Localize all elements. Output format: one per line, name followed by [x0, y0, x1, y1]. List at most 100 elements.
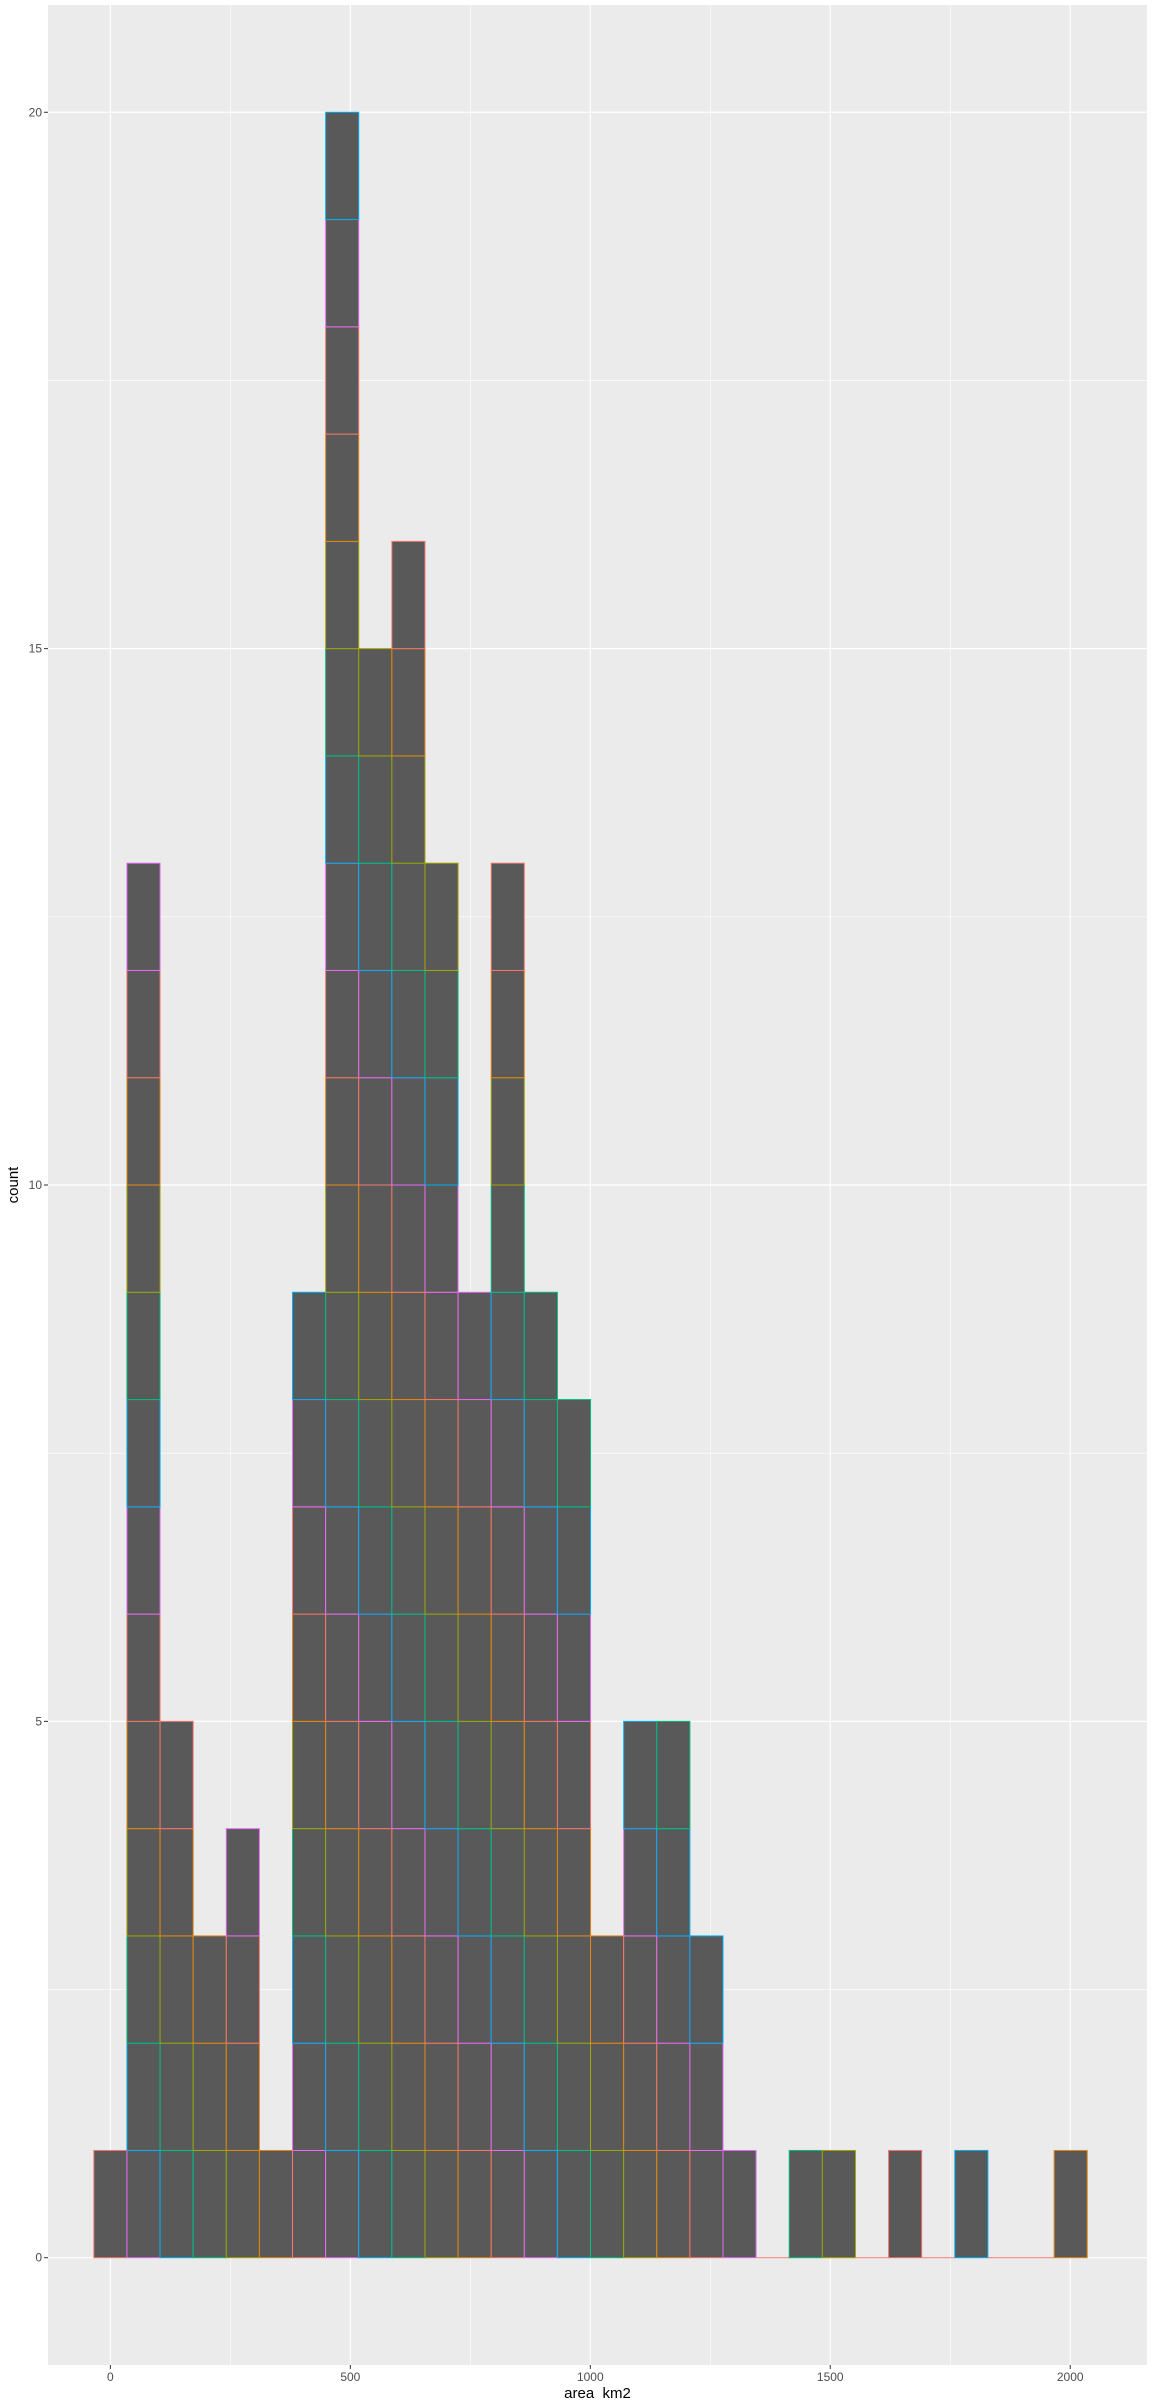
bar-segment [424, 1935, 459, 2044]
bar-segment [490, 2042, 525, 2151]
bar-segment [391, 1077, 426, 1186]
bar-segment [325, 219, 360, 328]
bar-segment [623, 1935, 658, 2044]
bar-segment [126, 969, 161, 1079]
bar-segment [292, 1720, 327, 1830]
bar-segment [523, 1828, 558, 1937]
bar-segment [325, 1077, 360, 1186]
histogram-bars [93, 111, 1088, 2259]
bar-segment [126, 1291, 161, 1401]
bar-segment [888, 2149, 923, 2259]
bar-segment [292, 1506, 327, 1615]
x-tick-label: 2000 [1057, 2370, 1084, 2384]
bar-segment [358, 1613, 393, 1722]
bar-segment [225, 2042, 260, 2151]
histogram-bar [93, 2149, 128, 2259]
histogram-bar [888, 2149, 923, 2259]
bar-segment [391, 1399, 426, 1508]
x-tick-label: 0 [107, 2370, 114, 2384]
bar-segment [556, 1828, 592, 1937]
bar-segment [126, 1613, 161, 1722]
histogram-bar [457, 1291, 492, 2259]
bar-segment [590, 2149, 625, 2259]
bar-segment [325, 648, 360, 757]
bar-segment [126, 2149, 161, 2259]
bar-segment [192, 2149, 227, 2259]
histogram-bar [391, 540, 426, 2259]
bar-segment [490, 1077, 525, 1186]
bar-segment [391, 862, 426, 971]
bar-segment [457, 1828, 492, 1937]
bar-segment [424, 862, 459, 971]
bar-segment [556, 2149, 592, 2259]
bar-segment [126, 1506, 161, 1615]
bar-segment [457, 1613, 492, 1722]
histogram-bar [689, 1935, 724, 2259]
bar-segment [689, 2149, 724, 2259]
bar-segment [424, 1077, 459, 1186]
bar-segment [523, 1613, 558, 1722]
bar-segment [358, 1399, 393, 1508]
bar-segment [292, 1828, 327, 1937]
histogram-bar [523, 1291, 558, 2259]
histogram-bar [590, 1935, 625, 2259]
histogram-bar [292, 1291, 327, 2259]
bar-segment [358, 862, 393, 971]
bar-segment [325, 969, 360, 1079]
bar-segment [325, 2042, 360, 2151]
bar-segment [358, 1077, 393, 1186]
bar-segment [490, 969, 525, 1079]
bar-segment [656, 2149, 691, 2259]
bar-segment [391, 1184, 426, 1293]
bar-segment [292, 2042, 327, 2151]
bar-segment [424, 1184, 459, 1293]
bar-segment [292, 1935, 327, 2044]
bar-segment [523, 1720, 558, 1830]
bar-segment [358, 1828, 393, 1937]
bar-segment [556, 1613, 592, 1722]
y-tick-label: 15 [29, 642, 43, 656]
bar-segment [656, 2042, 691, 2151]
bar-segment [689, 2042, 724, 2151]
bar-segment [523, 2149, 558, 2259]
bar-segment [490, 1291, 525, 1401]
bar-segment [325, 755, 360, 864]
bar-segment [159, 1720, 194, 1830]
bar-segment [325, 1184, 360, 1293]
histogram-bar [358, 648, 393, 2259]
bar-segment [159, 1828, 194, 1937]
bar-segment [556, 1399, 592, 1508]
bar-segment [424, 1613, 459, 1722]
bar-segment [391, 540, 426, 650]
bar-segment [159, 2042, 194, 2151]
bar-segment [523, 1291, 558, 1401]
bar-segment [292, 1613, 327, 1722]
histogram-bar [722, 2149, 757, 2259]
bar-segment [590, 1935, 625, 2044]
x-tick-label: 1000 [577, 2370, 604, 2384]
bar-segment [424, 1828, 459, 1937]
bar-segment [325, 1720, 360, 1830]
bar-segment [490, 1935, 525, 2044]
bar-segment [391, 1613, 426, 1722]
bar-segment [126, 1184, 161, 1293]
bar-segment [358, 1291, 393, 1401]
x-tick-label: 500 [340, 2370, 360, 2384]
bar-segment [325, 1828, 360, 1937]
bar-segment [457, 1935, 492, 2044]
bar-segment [126, 1720, 161, 1830]
bar-segment [424, 1291, 459, 1401]
bar-segment [656, 1720, 691, 1830]
x-tick-label: 1500 [817, 2370, 844, 2384]
bar-segment [424, 1399, 459, 1508]
bar-segment [325, 1506, 360, 1615]
bar-segment [954, 2149, 989, 2259]
bar-segment [556, 1935, 592, 2044]
y-axis-title: count [5, 1166, 22, 1204]
bar-segment [424, 2149, 459, 2259]
bar-segment [490, 1506, 525, 1615]
bar-segment [391, 2042, 426, 2151]
bar-segment [424, 2042, 459, 2151]
histogram-bar [126, 862, 161, 2259]
bar-segment [788, 2149, 823, 2259]
